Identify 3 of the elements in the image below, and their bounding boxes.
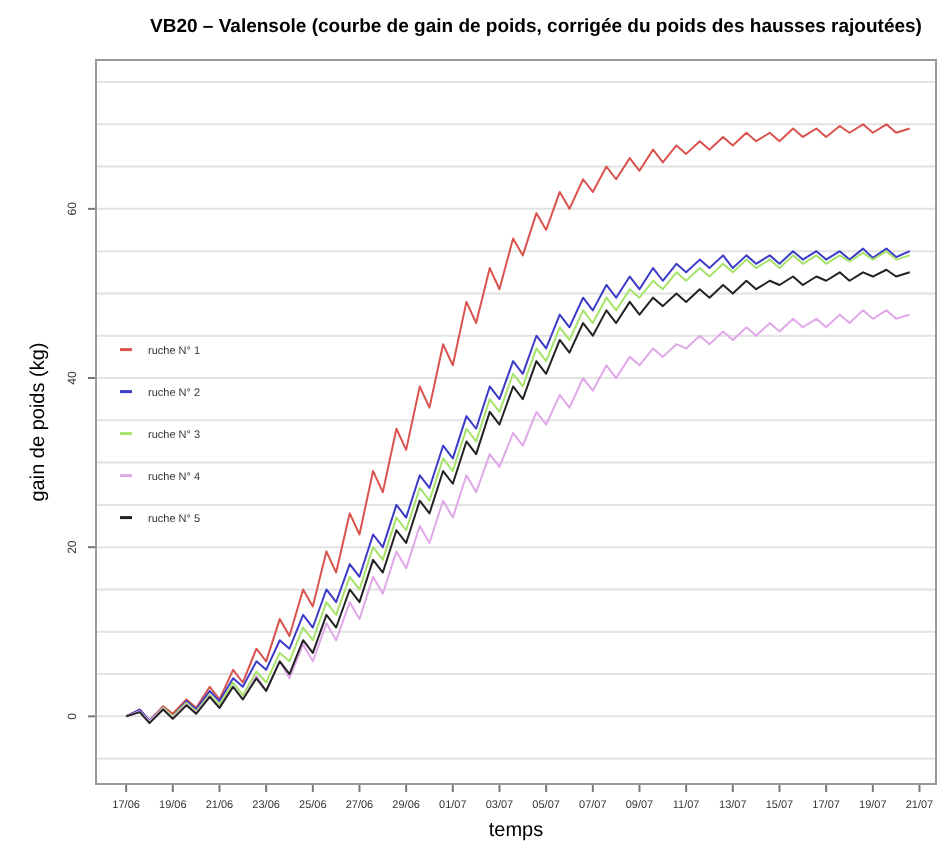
chart-title: VB20 – Valensole (courbe de gain de poids, corrigée du poids des hausses rajoutées) xyxy=(150,16,922,38)
y-axis-title: gain de poids (kg) xyxy=(28,342,50,502)
x-axis-title: temps xyxy=(488,820,544,842)
